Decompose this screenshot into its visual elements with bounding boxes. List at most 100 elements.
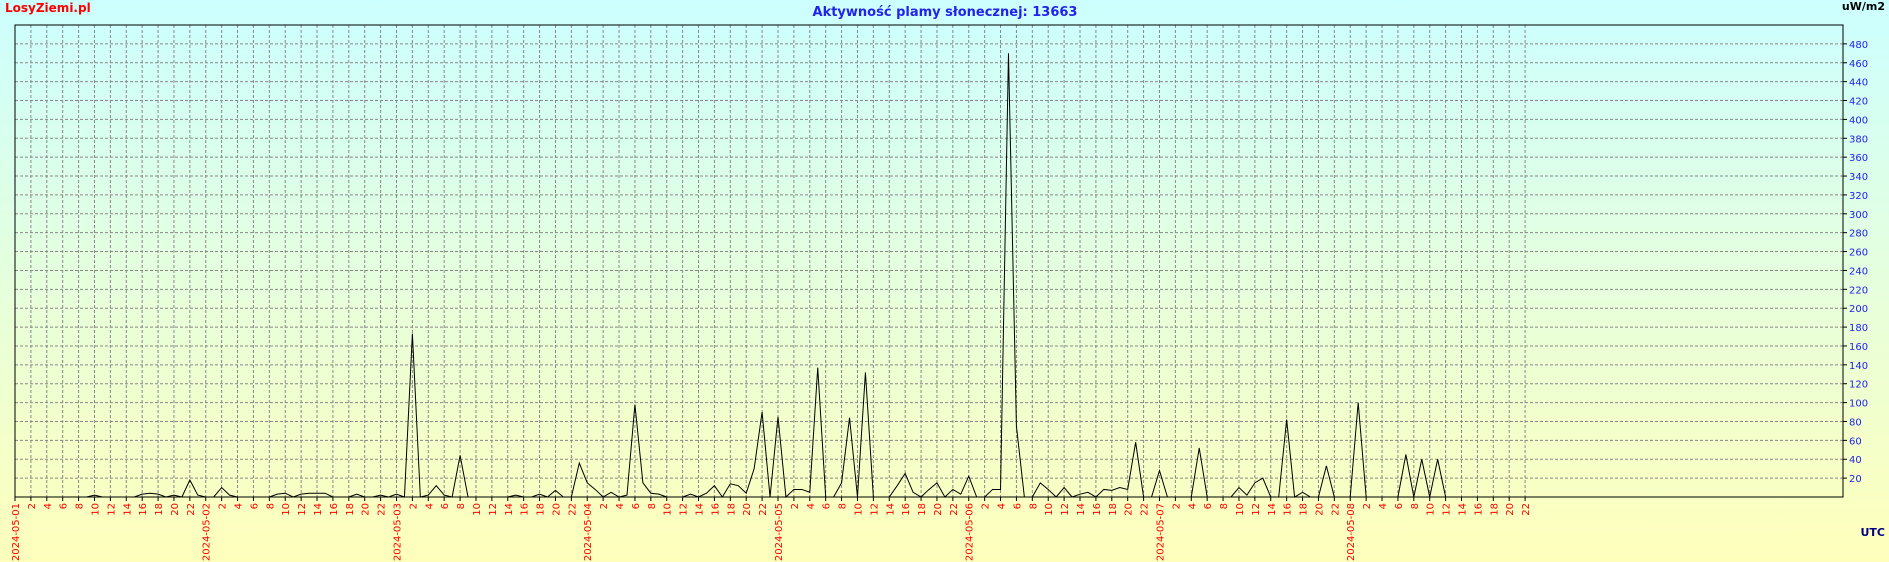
x-tick-label: 20	[1314, 503, 1325, 516]
x-tick-label: 18	[154, 503, 165, 516]
x-tick-label: 22	[1140, 503, 1151, 516]
x-tick-label: 10	[663, 503, 674, 516]
x-tick-label: 10	[1044, 503, 1055, 516]
x-tick-label: 12	[1060, 503, 1071, 516]
x-tick-label: 18	[1299, 503, 1310, 516]
x-tick-label: 2024-05-06	[965, 503, 976, 561]
x-tick-label: 22	[186, 503, 197, 516]
x-tick-label: 16	[1283, 503, 1294, 516]
y-tick-label: 80	[1849, 417, 1862, 428]
x-tick-label: 20	[1124, 503, 1135, 516]
x-tick-label: 2	[1171, 503, 1182, 509]
x-tick-label: 20	[933, 503, 944, 516]
x-tick-label: 16	[1473, 503, 1484, 516]
x-axis-label: UTC	[1860, 526, 1885, 539]
x-tick-label: 2024-05-03	[392, 503, 403, 561]
y-tick-label: 60	[1849, 436, 1862, 447]
y-tick-label: 40	[1849, 455, 1862, 466]
y-tick-label: 180	[1849, 323, 1868, 334]
x-tick-label: 10	[1426, 503, 1437, 516]
data-line	[15, 53, 1447, 499]
x-tick-label: 22	[758, 503, 769, 516]
x-tick-label: 2	[981, 503, 992, 509]
x-tick-label: 20	[361, 503, 372, 516]
x-tick-label: 6	[1203, 503, 1214, 509]
x-tick-label: 6	[1394, 503, 1405, 509]
x-tick-label: 22	[949, 503, 960, 516]
x-tick-label: 2024-05-04	[583, 503, 594, 561]
y-tick-label: 480	[1849, 40, 1868, 51]
x-tick-label: 12	[679, 503, 690, 516]
x-tick-label: 8	[1219, 503, 1230, 509]
y-tick-label: 360	[1849, 153, 1868, 164]
x-tick-label: 16	[329, 503, 340, 516]
x-tick-label: 22	[567, 503, 578, 516]
x-tick-label: 4	[1378, 503, 1389, 509]
x-tick-label: 8	[456, 503, 467, 509]
x-tick-label: 12	[869, 503, 880, 516]
y-tick-label: 120	[1849, 380, 1868, 391]
x-tick-label: 2	[1362, 503, 1373, 509]
x-tick-label: 20	[170, 503, 181, 516]
y-tick-label: 340	[1849, 172, 1868, 183]
x-tick-label: 4	[424, 503, 435, 509]
x-tick-label: 20	[1505, 503, 1516, 516]
y-tick-label: 440	[1849, 78, 1868, 89]
y-tick-label: 140	[1849, 361, 1868, 372]
plot-frame	[14, 24, 1844, 498]
x-tick-label: 14	[885, 503, 896, 516]
x-tick-label: 22	[1521, 503, 1532, 516]
x-tick-label: 14	[504, 503, 515, 516]
chart-title: Aktywność plamy słonecznej: 13663	[813, 5, 1078, 20]
y-tick-label: 20	[1849, 474, 1862, 485]
x-tick-label: 14	[1458, 503, 1469, 516]
x-tick-label: 2024-05-02	[202, 503, 213, 561]
x-tick-label: 16	[520, 503, 531, 516]
x-tick-label: 12	[297, 503, 308, 516]
y-tick-label: 240	[1849, 266, 1868, 277]
x-tick-label: 12	[106, 503, 117, 516]
x-tick-label: 16	[1092, 503, 1103, 516]
x-tick-label: 6	[631, 503, 642, 509]
x-tick-label: 10	[281, 503, 292, 516]
x-tick-label: 14	[122, 503, 133, 516]
x-tick-label: 2	[599, 503, 610, 509]
y-tick-label: 160	[1849, 342, 1868, 353]
x-tick-label: 18	[536, 503, 547, 516]
x-tick-label: 20	[742, 503, 753, 516]
x-tick-label: 8	[265, 503, 276, 509]
x-tick-label: 12	[1442, 503, 1453, 516]
x-tick-label: 20	[551, 503, 562, 516]
y-tick-label: 100	[1849, 399, 1868, 410]
x-tick-label: 8	[647, 503, 658, 509]
x-tick-label: 12	[488, 503, 499, 516]
x-tick-label: 4	[806, 503, 817, 509]
x-tick-label: 8	[1410, 503, 1421, 509]
x-tick-label: 6	[1012, 503, 1023, 509]
x-tick-label: 10	[1235, 503, 1246, 516]
x-tick-label: 8	[75, 503, 86, 509]
x-tick-label: 8	[838, 503, 849, 509]
x-tick-label: 6	[440, 503, 451, 509]
x-tick-label: 14	[1076, 503, 1087, 516]
x-tick-label: 2	[408, 503, 419, 509]
y-tick-label: 320	[1849, 191, 1868, 202]
y-tick-label: 220	[1849, 285, 1868, 296]
x-tick-label: 10	[90, 503, 101, 516]
x-tick-label: 18	[1108, 503, 1119, 516]
x-tick-label: 2	[790, 503, 801, 509]
y-tick-label: 380	[1849, 134, 1868, 145]
x-tick-label: 10	[853, 503, 864, 516]
y-tick-label: 460	[1849, 59, 1868, 70]
x-tick-label: 18	[726, 503, 737, 516]
x-tick-label: 4	[234, 503, 245, 509]
x-tick-label: 10	[472, 503, 483, 516]
y-tick-label: 400	[1849, 115, 1868, 126]
x-tick-label: 14	[1267, 503, 1278, 516]
x-tick-label: 2024-05-05	[774, 503, 785, 561]
x-tick-label: 4	[997, 503, 1008, 509]
x-tick-label: 6	[249, 503, 260, 509]
x-tick-label: 12	[1251, 503, 1262, 516]
